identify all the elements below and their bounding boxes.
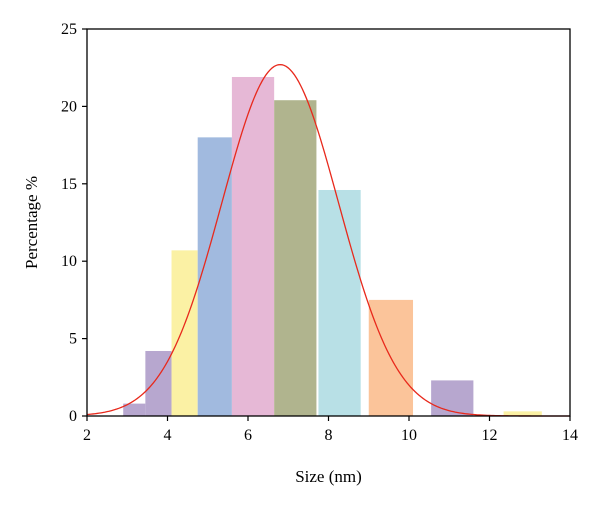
x-tick-label: 12 [482,427,498,444]
histogram-bar-2 [171,250,198,416]
y-axis-ticks: 0 5 10 15 20 25 [61,21,87,425]
histogram-bar-0 [123,403,146,416]
x-axis-ticks: 2 4 6 8 10 12 14 [83,416,578,444]
histogram-bar-3 [197,137,232,417]
y-tick-label: 5 [69,331,77,348]
histogram-bar-8 [431,380,474,416]
x-tick-label: 4 [164,427,172,444]
y-tick-label: 15 [61,176,77,193]
x-tick-label: 2 [83,427,91,444]
y-tick-label: 10 [61,253,77,270]
histogram-bar-5 [274,100,317,416]
histogram-bar-4 [231,76,275,416]
histogram-bar-6 [318,189,361,416]
x-tick-label: 8 [325,427,333,444]
y-tick-label: 25 [61,21,77,38]
y-axis-label: Percentage % [22,176,41,269]
y-tick-label: 0 [69,408,77,425]
histogram-bar-9 [503,411,542,416]
x-tick-label: 14 [562,427,578,444]
x-tick-label: 10 [401,427,417,444]
x-tick-label: 6 [244,427,252,444]
bar-group [123,76,542,417]
y-tick-label: 20 [61,98,77,115]
x-axis-label: Size (nm) [295,467,362,486]
